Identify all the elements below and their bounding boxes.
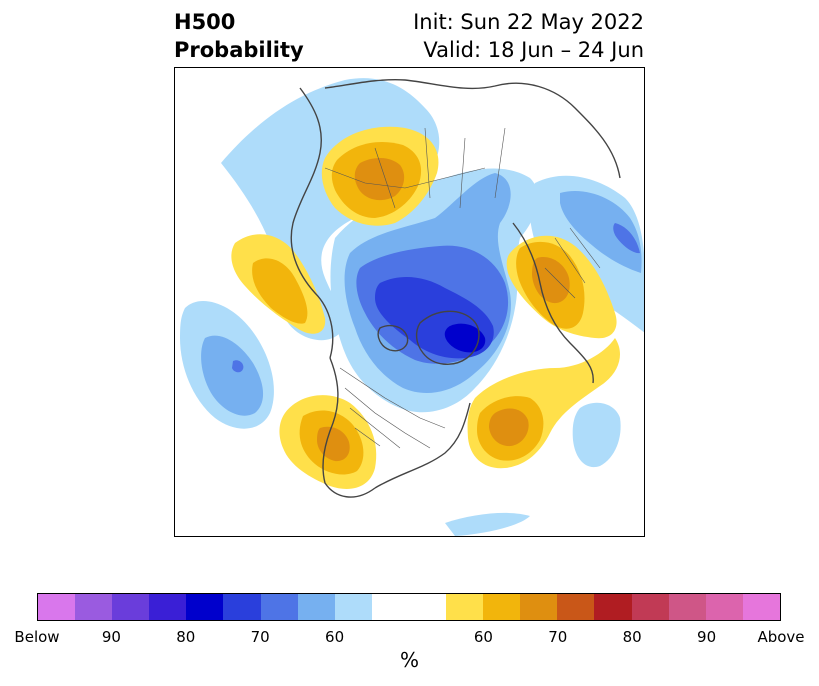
colorbar-segment xyxy=(594,594,632,620)
colorbar-segment xyxy=(520,594,558,620)
coastline-arctic-islands xyxy=(377,324,409,352)
colorbar-tick-labels: Below 90 80 70 60 60 70 80 90 Above xyxy=(0,628,819,646)
orange-region-bering xyxy=(354,157,405,201)
colorbar-tick-label: 80 xyxy=(176,628,196,646)
colorbar-segment xyxy=(149,594,187,620)
colorbar-tick-label: Above xyxy=(757,628,805,646)
colorbar-segment xyxy=(705,594,743,620)
chart-title: H500 Probability xyxy=(174,8,304,64)
colorbar-segment xyxy=(557,594,595,620)
coastline-greenland xyxy=(415,310,480,365)
colorbar-segment xyxy=(186,594,224,620)
colorbar-segment xyxy=(260,594,298,620)
coastline-alaska xyxy=(290,87,334,359)
colorbar xyxy=(37,593,781,621)
colorbar-segment xyxy=(742,594,780,620)
orange-region-north-atlantic xyxy=(489,408,529,447)
title-line-2: Probability xyxy=(174,38,304,62)
deep-blue-core-arctic xyxy=(444,323,486,353)
colorbar-tick-label: 90 xyxy=(697,628,717,646)
colorbar-segment xyxy=(223,594,261,620)
orange-region-western-us xyxy=(317,426,350,462)
valid-date-range: Valid: 18 Jun – 24 Jun xyxy=(423,38,644,62)
colorbar-segment xyxy=(446,594,484,620)
colorbar-segment xyxy=(483,594,521,620)
colorbar-segment xyxy=(631,594,669,620)
map-canvas xyxy=(180,78,644,536)
colorbar-segment xyxy=(75,594,113,620)
light-blue-region-atlantic xyxy=(572,402,621,468)
colorbar-segment xyxy=(38,594,76,620)
colorbar-tick-label: 90 xyxy=(101,628,121,646)
blue-core-west-pacific xyxy=(232,360,244,373)
blue-region-siberia xyxy=(560,190,642,273)
colorbar-tick-label: 70 xyxy=(250,628,270,646)
border-lines xyxy=(324,127,601,449)
medium-blue-region-siberia xyxy=(613,223,640,254)
colorbar-segment xyxy=(668,594,706,620)
colorbar-tick-label: 60 xyxy=(325,628,345,646)
light-blue-region-south xyxy=(445,512,530,536)
colorbar-tick-label: Below xyxy=(14,628,60,646)
colorbar-segment xyxy=(408,594,447,620)
colorbar-unit-label: % xyxy=(399,648,419,672)
probability-map xyxy=(174,67,645,537)
colorbar-segment xyxy=(297,594,335,620)
coastline-russia xyxy=(324,78,621,179)
blue-region-west-pacific xyxy=(201,335,264,416)
political-borders xyxy=(324,127,601,449)
colorbar-tick-label: 80 xyxy=(622,628,642,646)
colorbar-tick-label: 60 xyxy=(473,628,493,646)
colorbar-segment xyxy=(334,594,372,620)
coastlines xyxy=(290,78,621,498)
gold-region-northeast-pacific xyxy=(252,258,308,324)
init-date: Init: Sun 22 May 2022 xyxy=(413,10,644,34)
colorbar-segment xyxy=(371,594,409,620)
colorbar-segment xyxy=(112,594,150,620)
coastline-europe xyxy=(512,222,594,384)
forecast-dates: Init: Sun 22 May 2022 Valid: 18 Jun – 24… xyxy=(413,8,644,64)
colorbar-tick-label: 70 xyxy=(548,628,568,646)
title-line-1: H500 xyxy=(174,10,236,34)
coastline-north-america-west xyxy=(322,357,376,498)
coastline-north-america-east xyxy=(374,402,471,489)
